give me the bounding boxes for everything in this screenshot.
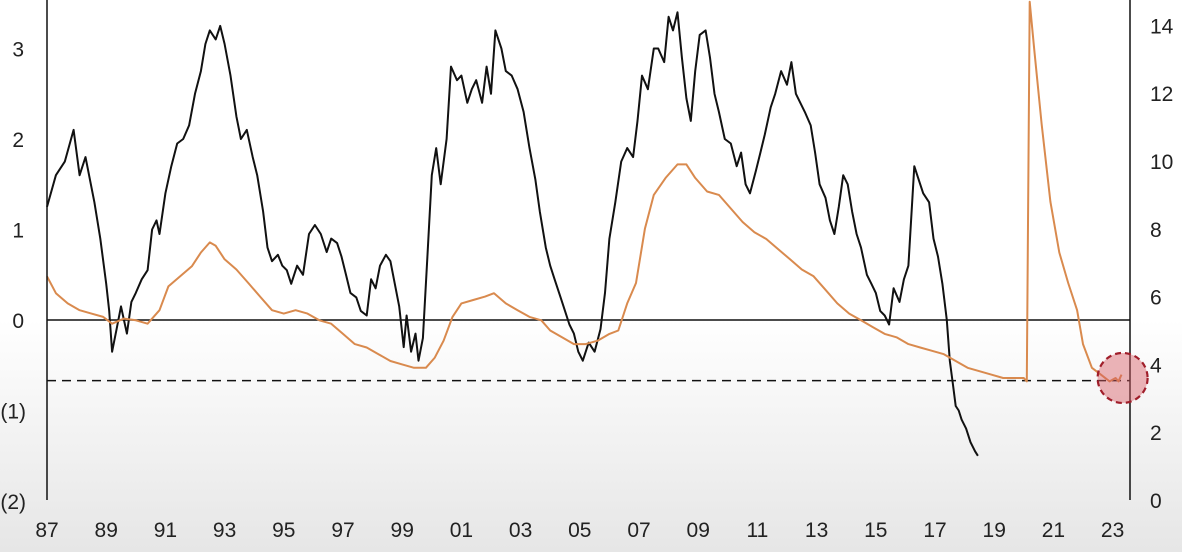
reference-lines [47, 319, 1130, 382]
x-tick-label: 97 [331, 519, 354, 542]
right-tick-label: 14 [1150, 15, 1174, 38]
x-tick-label: 87 [35, 519, 58, 542]
x-tick-label: 21 [1042, 519, 1065, 542]
x-tick-labels: 87 89 91 93 95 97 99 01 03 05 07 09 11 13 15 17 19 21 23 [35, 519, 1124, 542]
highlight-marker [1096, 351, 1149, 405]
x-tick-label: 99 [391, 519, 414, 542]
series-line-left-axis [46, 11, 979, 457]
x-tick-label: 23 [1101, 519, 1124, 542]
right-tick-labels: 0 2 4 6 8 10 12 14 [1150, 15, 1174, 513]
x-tick-label: 15 [864, 519, 887, 542]
x-tick-label: 91 [154, 519, 177, 542]
right-tick-label: 12 [1150, 83, 1173, 106]
right-tick-label: 10 [1150, 151, 1173, 174]
x-tick-label: 01 [450, 519, 473, 542]
right-tick-label: 0 [1150, 490, 1162, 513]
x-tick-label: 17 [923, 519, 946, 542]
x-tick-label: 19 [983, 519, 1006, 542]
left-tick-label: 0 [12, 310, 24, 333]
left-tick-label: 3 [12, 39, 24, 62]
x-tick-label: 09 [687, 519, 710, 542]
left-tick-label: (1) [0, 401, 26, 424]
axes [46, 0, 1131, 500]
left-tick-label: 1 [12, 220, 24, 243]
right-tick-label: 4 [1150, 354, 1162, 377]
right-tick-label: 2 [1150, 422, 1162, 445]
x-tick-label: 95 [272, 519, 295, 542]
right-tick-label: 6 [1150, 287, 1162, 310]
x-tick-label: 03 [509, 519, 532, 542]
right-tick-label: 8 [1150, 219, 1162, 242]
x-tick-label: 13 [805, 519, 828, 542]
x-tick-label: 05 [568, 519, 591, 542]
x-tick-label: 93 [213, 519, 236, 542]
left-tick-labels: (2) (1) 0 1 2 3 [0, 39, 26, 515]
series-group [46, 0, 1123, 457]
x-tick-label: 89 [95, 519, 118, 542]
left-tick-label: (2) [0, 491, 26, 514]
x-tick-label: 11 [746, 519, 768, 542]
left-tick-label: 2 [12, 129, 24, 152]
series-line-right-axis [46, 0, 1123, 383]
x-tick-label: 07 [627, 519, 650, 542]
highlight-circle [1096, 351, 1149, 405]
